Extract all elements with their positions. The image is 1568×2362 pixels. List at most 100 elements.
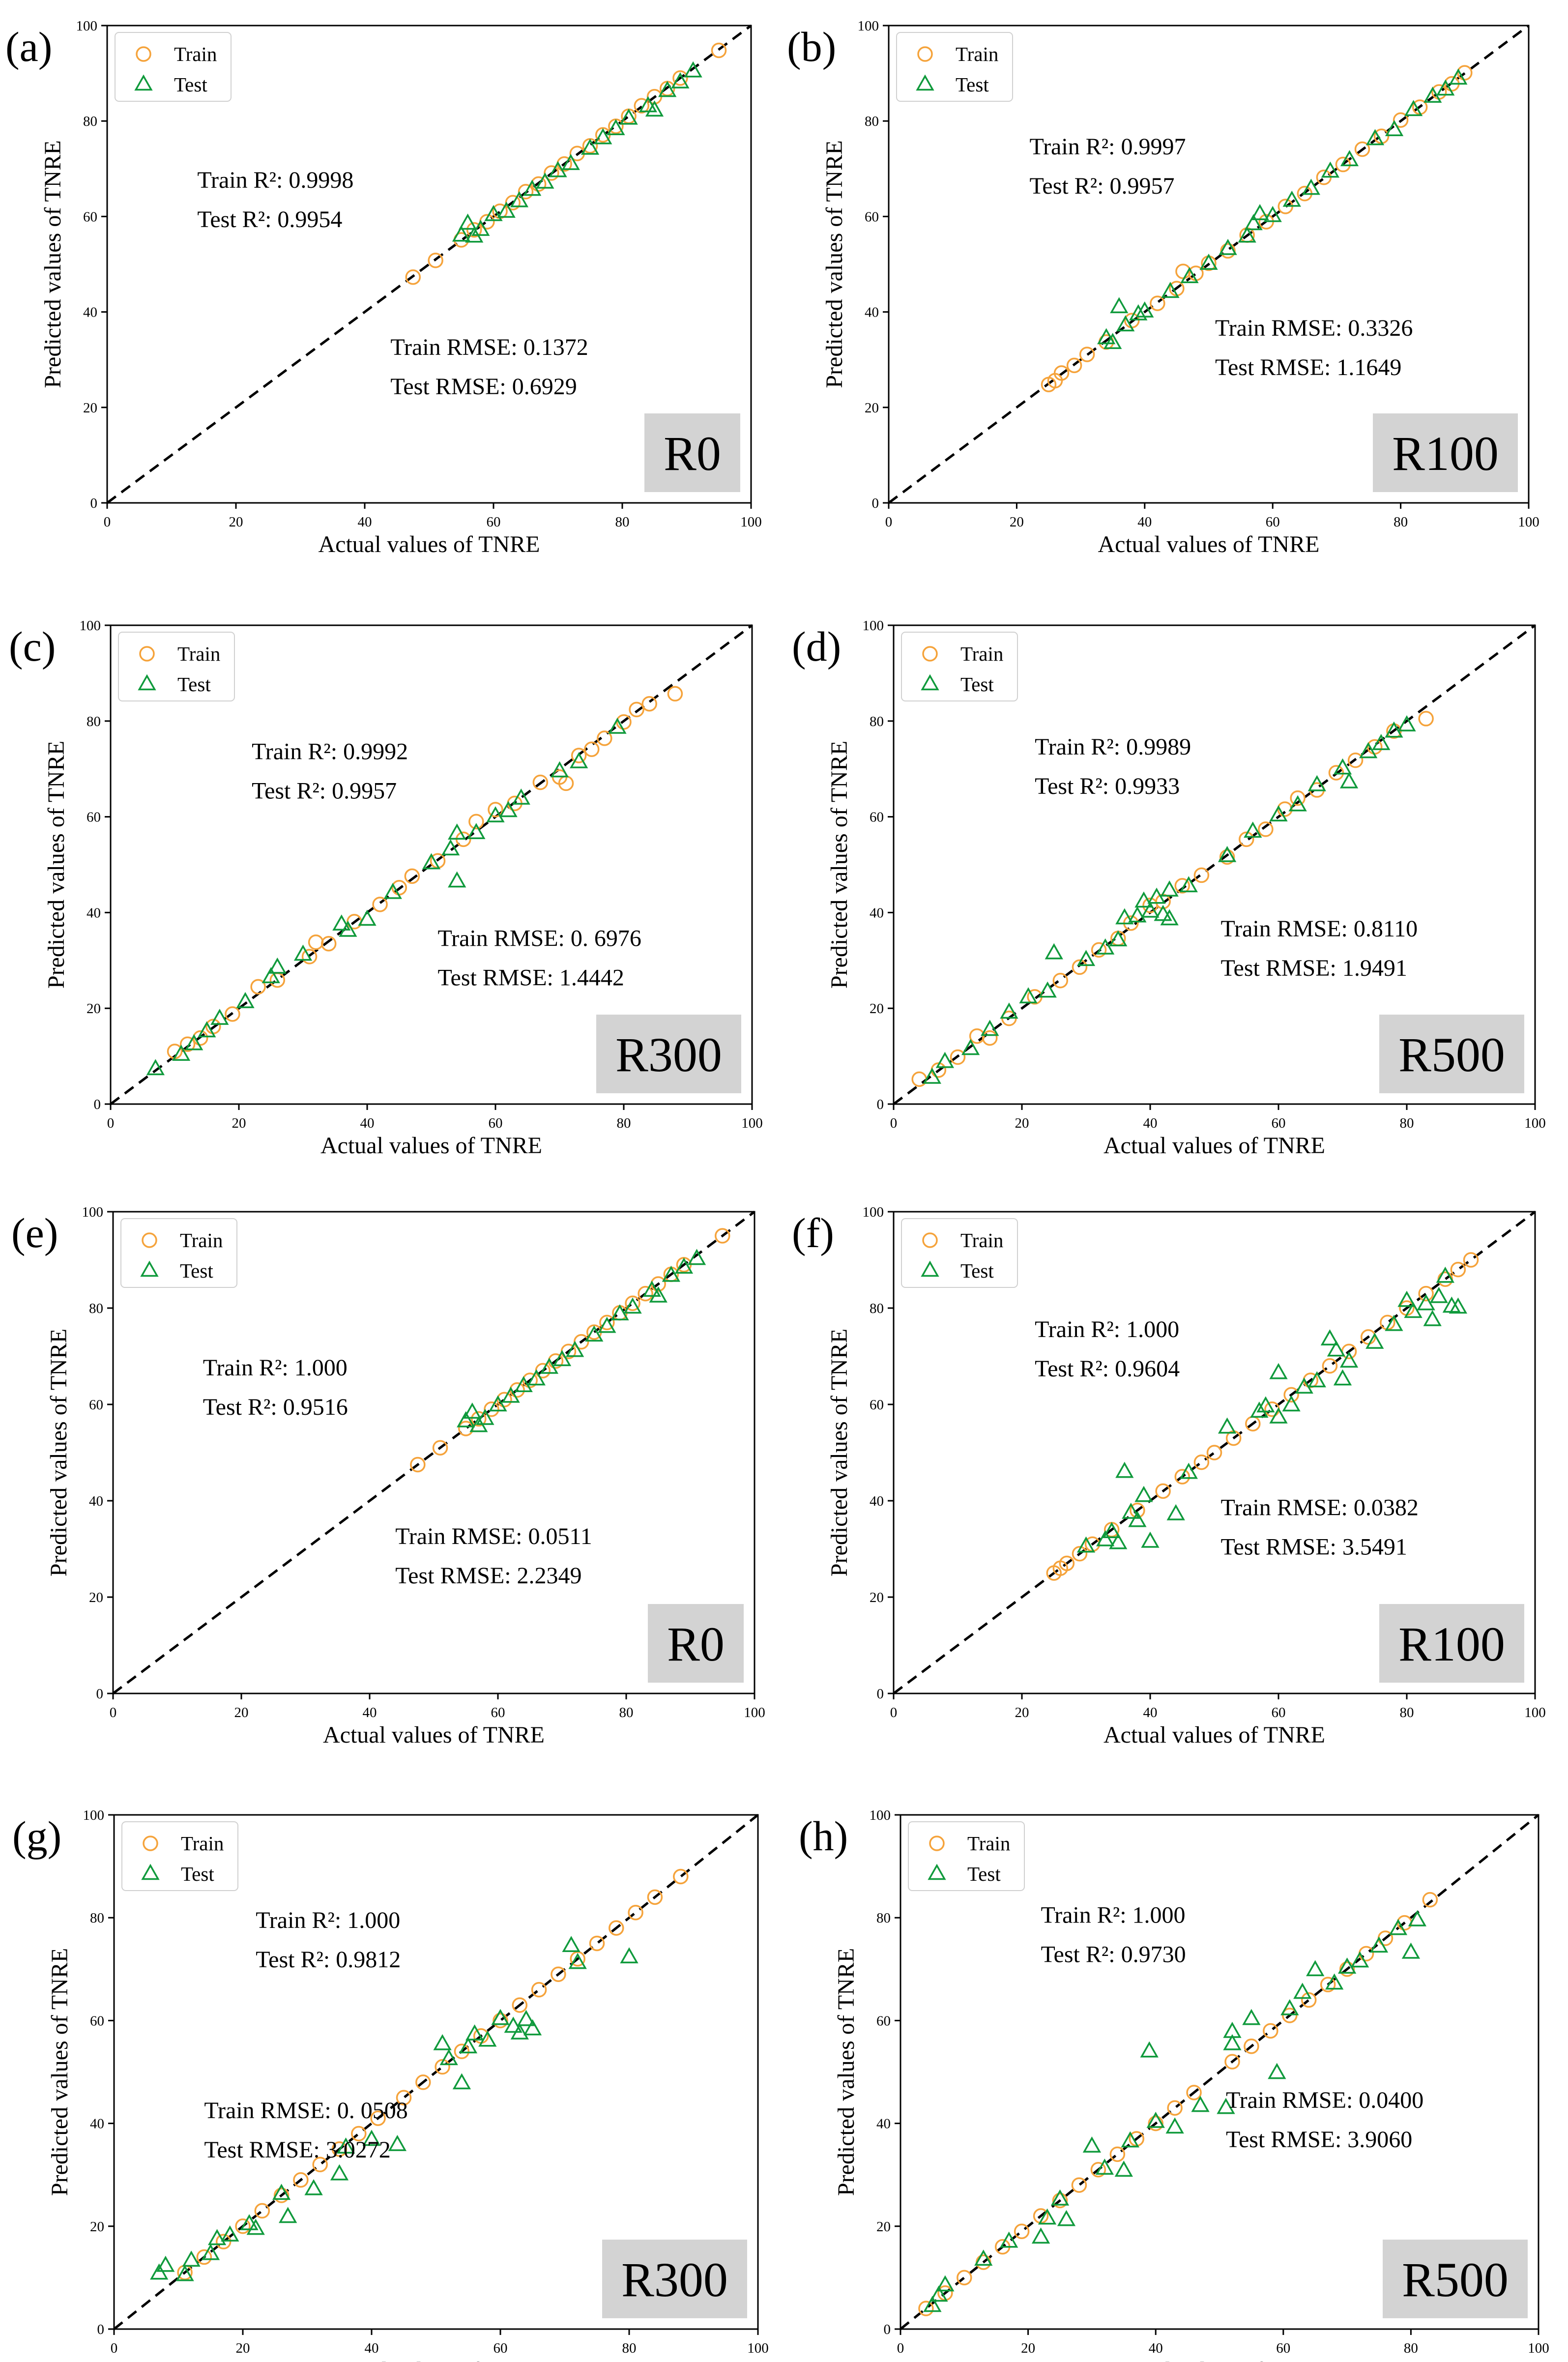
test-point	[1306, 1960, 1325, 1977]
legend-train-marker	[922, 1232, 938, 1248]
test-point	[684, 61, 702, 78]
x-axis-label: Actual values of TNRE	[320, 1133, 542, 1159]
y-tick-label: 0	[884, 2322, 891, 2337]
test-point	[150, 2263, 169, 2280]
train-point	[225, 1006, 240, 1022]
test-point	[1180, 267, 1199, 284]
x-tick-label: 20	[236, 2340, 250, 2356]
series-test	[457, 1249, 706, 1432]
model-badge	[1373, 413, 1518, 492]
test-point	[935, 1051, 955, 1068]
test-point	[1268, 2063, 1286, 2079]
test-point	[1282, 1395, 1301, 1412]
test-point	[1121, 2131, 1139, 2148]
test-point	[527, 1369, 546, 1386]
test-point	[1038, 981, 1057, 998]
train-point	[1091, 942, 1107, 958]
x-tick-label: 60	[489, 1115, 503, 1131]
x-tick-label: 20	[1021, 2340, 1035, 2356]
test-point	[240, 2214, 259, 2230]
legend-test-label: Test	[967, 1863, 1001, 1885]
x-tick-label: 40	[1143, 1705, 1158, 1720]
test-point	[1325, 1973, 1344, 1990]
train-point	[628, 1904, 643, 1921]
test-point	[1110, 297, 1129, 314]
test-point	[1217, 2098, 1235, 2114]
train-point	[544, 165, 559, 181]
model-badge-label: R500	[1402, 2252, 1509, 2307]
x-tick-label: 0	[897, 2340, 904, 2356]
test-point	[497, 202, 516, 218]
y-axis-label: Predicted values of TNRE	[40, 140, 66, 388]
test-point	[1340, 150, 1359, 167]
test-point	[1365, 1333, 1384, 1349]
legend-train-marker	[142, 1232, 157, 1248]
train-point	[235, 2218, 251, 2234]
test-point	[272, 2184, 291, 2200]
legend-train-label: Train	[177, 642, 220, 665]
test-point	[1302, 178, 1320, 195]
legend-test-marker	[141, 1864, 160, 1880]
test-point	[1161, 282, 1180, 298]
test-point	[536, 172, 554, 189]
test-point	[645, 100, 664, 117]
test-point	[1250, 204, 1269, 220]
test-rmse-text: Test RMSE: 0.6929	[390, 374, 577, 400]
train-point	[250, 979, 266, 995]
train-point	[254, 2203, 270, 2219]
x-tick-label: 80	[1400, 1115, 1414, 1131]
train-point	[532, 774, 549, 790]
test-point	[452, 225, 471, 242]
train-point	[969, 1028, 985, 1044]
test-point	[1076, 950, 1096, 966]
train-point	[672, 70, 688, 86]
test-point	[1045, 943, 1063, 960]
test-point	[182, 2250, 201, 2267]
legend-train-label: Train	[180, 1229, 223, 1252]
train-point	[1347, 752, 1364, 768]
train-point	[1186, 2085, 1202, 2100]
train-point	[1339, 1961, 1355, 1977]
x-tick-label: 80	[619, 1705, 634, 1720]
identity-line	[888, 24, 1530, 504]
test-point	[1449, 68, 1468, 85]
test-point	[210, 1009, 229, 1025]
train-point	[667, 686, 683, 702]
train-rmse-text: Train RMSE: 0.0382	[1221, 1494, 1419, 1520]
train-point	[435, 2059, 450, 2075]
panel-letter: (a)	[5, 23, 52, 70]
test-point	[1095, 2158, 1114, 2175]
train-point	[531, 1982, 547, 1998]
test-point	[1269, 1363, 1288, 1379]
test-point	[1320, 1329, 1339, 1345]
test-point	[1000, 2231, 1018, 2248]
train-point	[179, 1036, 196, 1052]
x-tick-label: 0	[890, 1115, 898, 1131]
test-point	[594, 128, 612, 145]
test-point	[1337, 1957, 1357, 1974]
test-r2-text: Test R²: 0.9604	[1035, 1356, 1180, 1382]
train-point	[405, 269, 421, 285]
test-point	[608, 717, 627, 734]
legend-box	[120, 1218, 237, 1288]
train-point	[1418, 711, 1434, 727]
x-tick-label: 20	[1015, 1705, 1029, 1720]
test-point	[1097, 328, 1116, 345]
y-tick-label: 20	[865, 400, 879, 416]
test-point	[246, 2218, 265, 2235]
train-point	[625, 1295, 640, 1311]
test-point	[1160, 909, 1179, 926]
y-axis-label: Predicted values of TNRE	[43, 741, 69, 989]
y-tick-label: 20	[87, 1001, 101, 1017]
legend-test-label: Test	[174, 73, 207, 96]
x-tick-label: 0	[885, 514, 893, 530]
train-point	[982, 1030, 998, 1046]
train-point	[1079, 347, 1095, 362]
test-point	[1401, 1942, 1421, 1959]
test-point	[459, 2037, 478, 2054]
panel-letter: (h)	[799, 1812, 848, 1860]
train-rmse-text: Train RMSE: 0.0511	[395, 1523, 592, 1549]
train-point	[1053, 365, 1070, 381]
y-axis-label: Predicted values of TNRE	[833, 1948, 859, 2196]
